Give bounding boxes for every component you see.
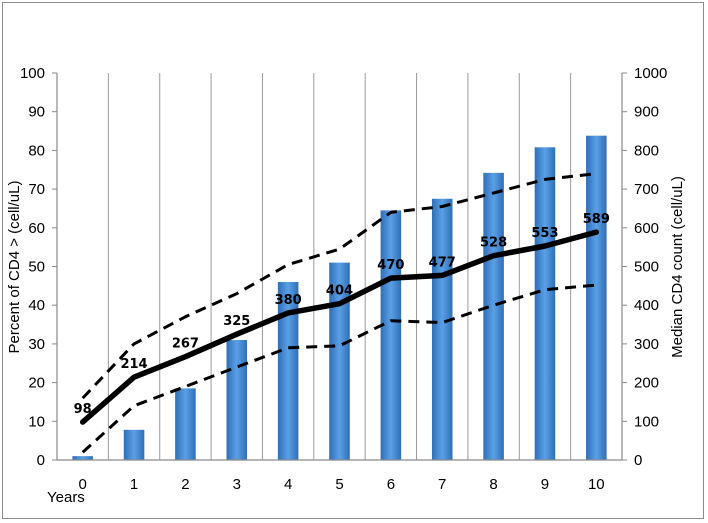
x-tick-label: 3 <box>233 476 241 493</box>
bar <box>431 198 453 460</box>
x-tick-label: 1 <box>130 476 138 493</box>
dashed-bound-line <box>81 172 597 400</box>
y-tick-label-right: 0 <box>634 452 642 469</box>
x-tick-label: 0 <box>79 476 87 493</box>
y-tick-label-left: 40 <box>28 297 45 314</box>
data-label: 528 <box>480 236 507 251</box>
x-tick-label: 9 <box>541 476 549 493</box>
y-tick-label-left: 80 <box>28 142 45 159</box>
x-axis-title: Years <box>47 489 85 506</box>
bar <box>534 147 556 460</box>
y-tick-label-right: 100 <box>634 413 659 430</box>
median-line <box>79 229 600 425</box>
data-label: 98 <box>74 402 92 417</box>
bar-series <box>72 135 607 460</box>
y-tick-label-left: 90 <box>28 104 45 121</box>
axes <box>52 72 627 461</box>
data-label: 380 <box>275 293 302 308</box>
bar <box>226 340 248 460</box>
y-tick-label-right: 300 <box>634 336 659 353</box>
y-tick-label-left: 70 <box>28 181 45 198</box>
x-tick-label: 2 <box>181 476 189 493</box>
y-tick-label-right: 1000 <box>634 65 667 82</box>
bar <box>277 281 299 460</box>
y-tick-label-left: 10 <box>28 413 45 430</box>
y-tick-label-left: 50 <box>28 259 45 276</box>
data-labels: 98 214 267 325 380 404 470 477 528 553 589 <box>74 212 610 417</box>
data-label: 589 <box>583 212 610 227</box>
y-tick-label-right: 700 <box>634 181 659 198</box>
data-label: 214 <box>120 357 147 372</box>
y-tick-label-right: 600 <box>634 220 659 237</box>
y-tick-label-right: 500 <box>634 259 659 276</box>
y-tick-label-right: 200 <box>634 375 659 392</box>
x-tick-label: 4 <box>284 476 292 493</box>
bar <box>123 429 145 460</box>
line-series <box>79 172 600 454</box>
y-tick-label-right: 800 <box>634 142 659 159</box>
bar <box>483 172 504 460</box>
x-tick-label: 8 <box>489 476 497 493</box>
data-label: 553 <box>531 226 558 241</box>
y-axis-left-title: Percent of CD4 > (cell/uL) <box>6 181 23 354</box>
data-label: 404 <box>326 284 353 299</box>
data-label: 325 <box>223 314 250 329</box>
bar <box>175 388 196 460</box>
y-tick-label-left: 0 <box>37 452 45 469</box>
y-tick-label-right: 900 <box>634 104 659 121</box>
x-tick-label: 7 <box>438 476 446 493</box>
y-axis-right-title: Median CD4 count (cell/uL) <box>669 176 686 358</box>
y-tick-label-left: 100 <box>20 65 45 82</box>
bar <box>72 456 93 460</box>
data-label: 267 <box>172 337 199 352</box>
x-tick-label: 10 <box>588 476 605 493</box>
y-tick-label-left: 20 <box>28 375 45 392</box>
y-tick-label-left: 30 <box>28 336 45 353</box>
bar <box>380 210 402 460</box>
y-tick-label-left: 60 <box>28 220 45 237</box>
data-label: 477 <box>429 255 456 270</box>
tick-labels: 0102030405060708090100010020030040050060… <box>20 65 667 493</box>
x-tick-label: 5 <box>335 476 343 493</box>
bar <box>586 135 607 460</box>
x-tick-label: 6 <box>387 476 395 493</box>
data-label: 470 <box>377 258 404 273</box>
y-tick-label-right: 400 <box>634 297 659 314</box>
bar <box>329 262 350 460</box>
